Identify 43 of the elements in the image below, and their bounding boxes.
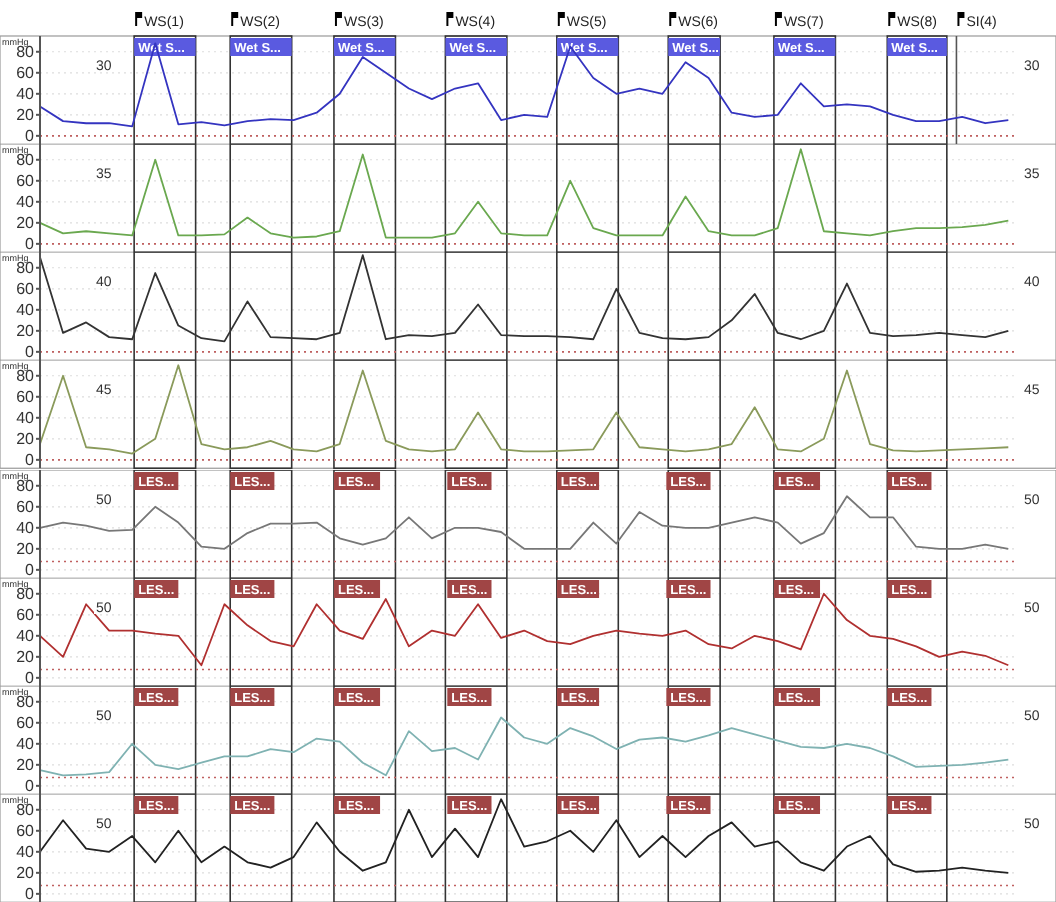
y-tick-label: 20 (16, 647, 36, 666)
y-tick-label: 20 (16, 322, 36, 341)
y-tick-label: 60 (16, 64, 36, 83)
line-series (39, 148, 1010, 239)
y-tick-label: 40 (16, 734, 36, 753)
y-tick-label: 40 (16, 85, 36, 104)
y-tick-label: 20 (16, 864, 36, 883)
y-tick-label: 40 (16, 626, 36, 645)
line-series (39, 592, 1010, 666)
y-tick-label: 20 (16, 539, 36, 558)
y-tick-label: 0 (25, 452, 36, 471)
y-tick-label: 60 (16, 389, 36, 408)
y-tick-label: 40 (16, 193, 36, 212)
line-series (39, 42, 1010, 128)
y-tick-label: 40 (16, 410, 36, 429)
y-tick-label: 60 (16, 822, 36, 841)
line-series (39, 494, 1010, 549)
y-tick-label: 0 (25, 127, 36, 146)
y-tick-label: 60 (16, 497, 36, 516)
y-tick-label: 80 (16, 43, 36, 62)
y-tick-label: 60 (16, 713, 36, 732)
y-tick-label: 20 (16, 106, 36, 125)
y-tick-label: 0 (25, 668, 36, 687)
y-tick-label: 20 (16, 214, 36, 233)
y-tick-label: 80 (16, 368, 36, 387)
y-tick-label: 0 (25, 560, 36, 579)
line-series (39, 365, 1010, 456)
y-tick-label: 20 (16, 755, 36, 774)
line-series (39, 798, 1010, 874)
y-tick-label: 40 (16, 843, 36, 862)
y-tick-label: 40 (16, 518, 36, 537)
y-tick-label: 0 (25, 343, 36, 362)
y-tick-label: 0 (25, 235, 36, 254)
y-tick-label: 80 (16, 801, 36, 820)
y-tick-label: 40 (16, 301, 36, 320)
y-tick-label: 60 (16, 605, 36, 624)
y-tick-label: 80 (16, 259, 36, 278)
y-tick-label: 0 (25, 776, 36, 795)
y-tick-label: 80 (16, 151, 36, 170)
y-tick-label: 60 (16, 172, 36, 191)
y-tick-label: 0 (25, 885, 36, 902)
y-tick-label: 60 (16, 280, 36, 299)
y-tick-label: 20 (16, 431, 36, 450)
